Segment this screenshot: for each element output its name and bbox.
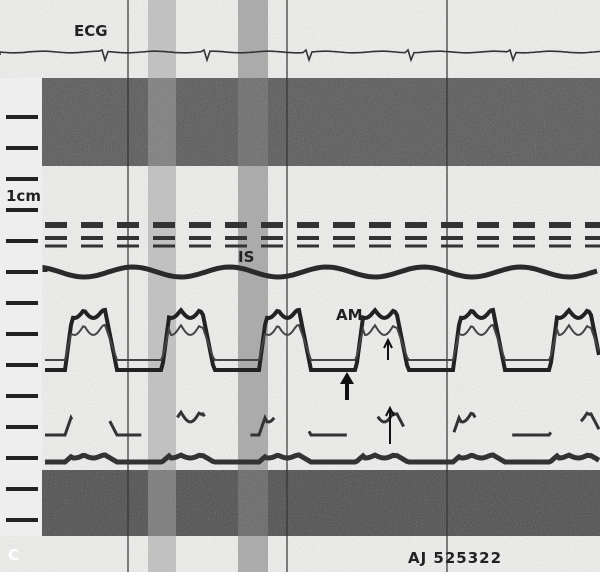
ruler-tick <box>6 394 38 398</box>
ruler-tick <box>6 425 38 429</box>
septum-label: IS <box>238 248 254 266</box>
ruler-tick <box>6 301 38 305</box>
ruler-tick <box>6 177 38 181</box>
scale-label: 1cm <box>6 187 41 205</box>
echocardiogram: ECG 1cm IS AM C AJ 525322 <box>0 0 600 572</box>
ecg-label: ECG <box>74 22 108 40</box>
ruler-tick <box>6 270 38 274</box>
ruler-tick <box>6 115 38 119</box>
ruler-tick <box>6 332 38 336</box>
ruler-tick <box>6 239 38 243</box>
mitral-label: AM <box>336 306 363 324</box>
ruler-tick <box>6 146 38 150</box>
ruler-tick <box>6 363 38 367</box>
ruler-tick <box>6 456 38 460</box>
ruler-tick <box>6 518 38 522</box>
panel-label: C <box>8 546 19 564</box>
patient-id: AJ 525322 <box>408 549 502 567</box>
ruler-tick <box>6 487 38 491</box>
ruler-tick <box>6 208 38 212</box>
film-grain <box>0 0 600 572</box>
